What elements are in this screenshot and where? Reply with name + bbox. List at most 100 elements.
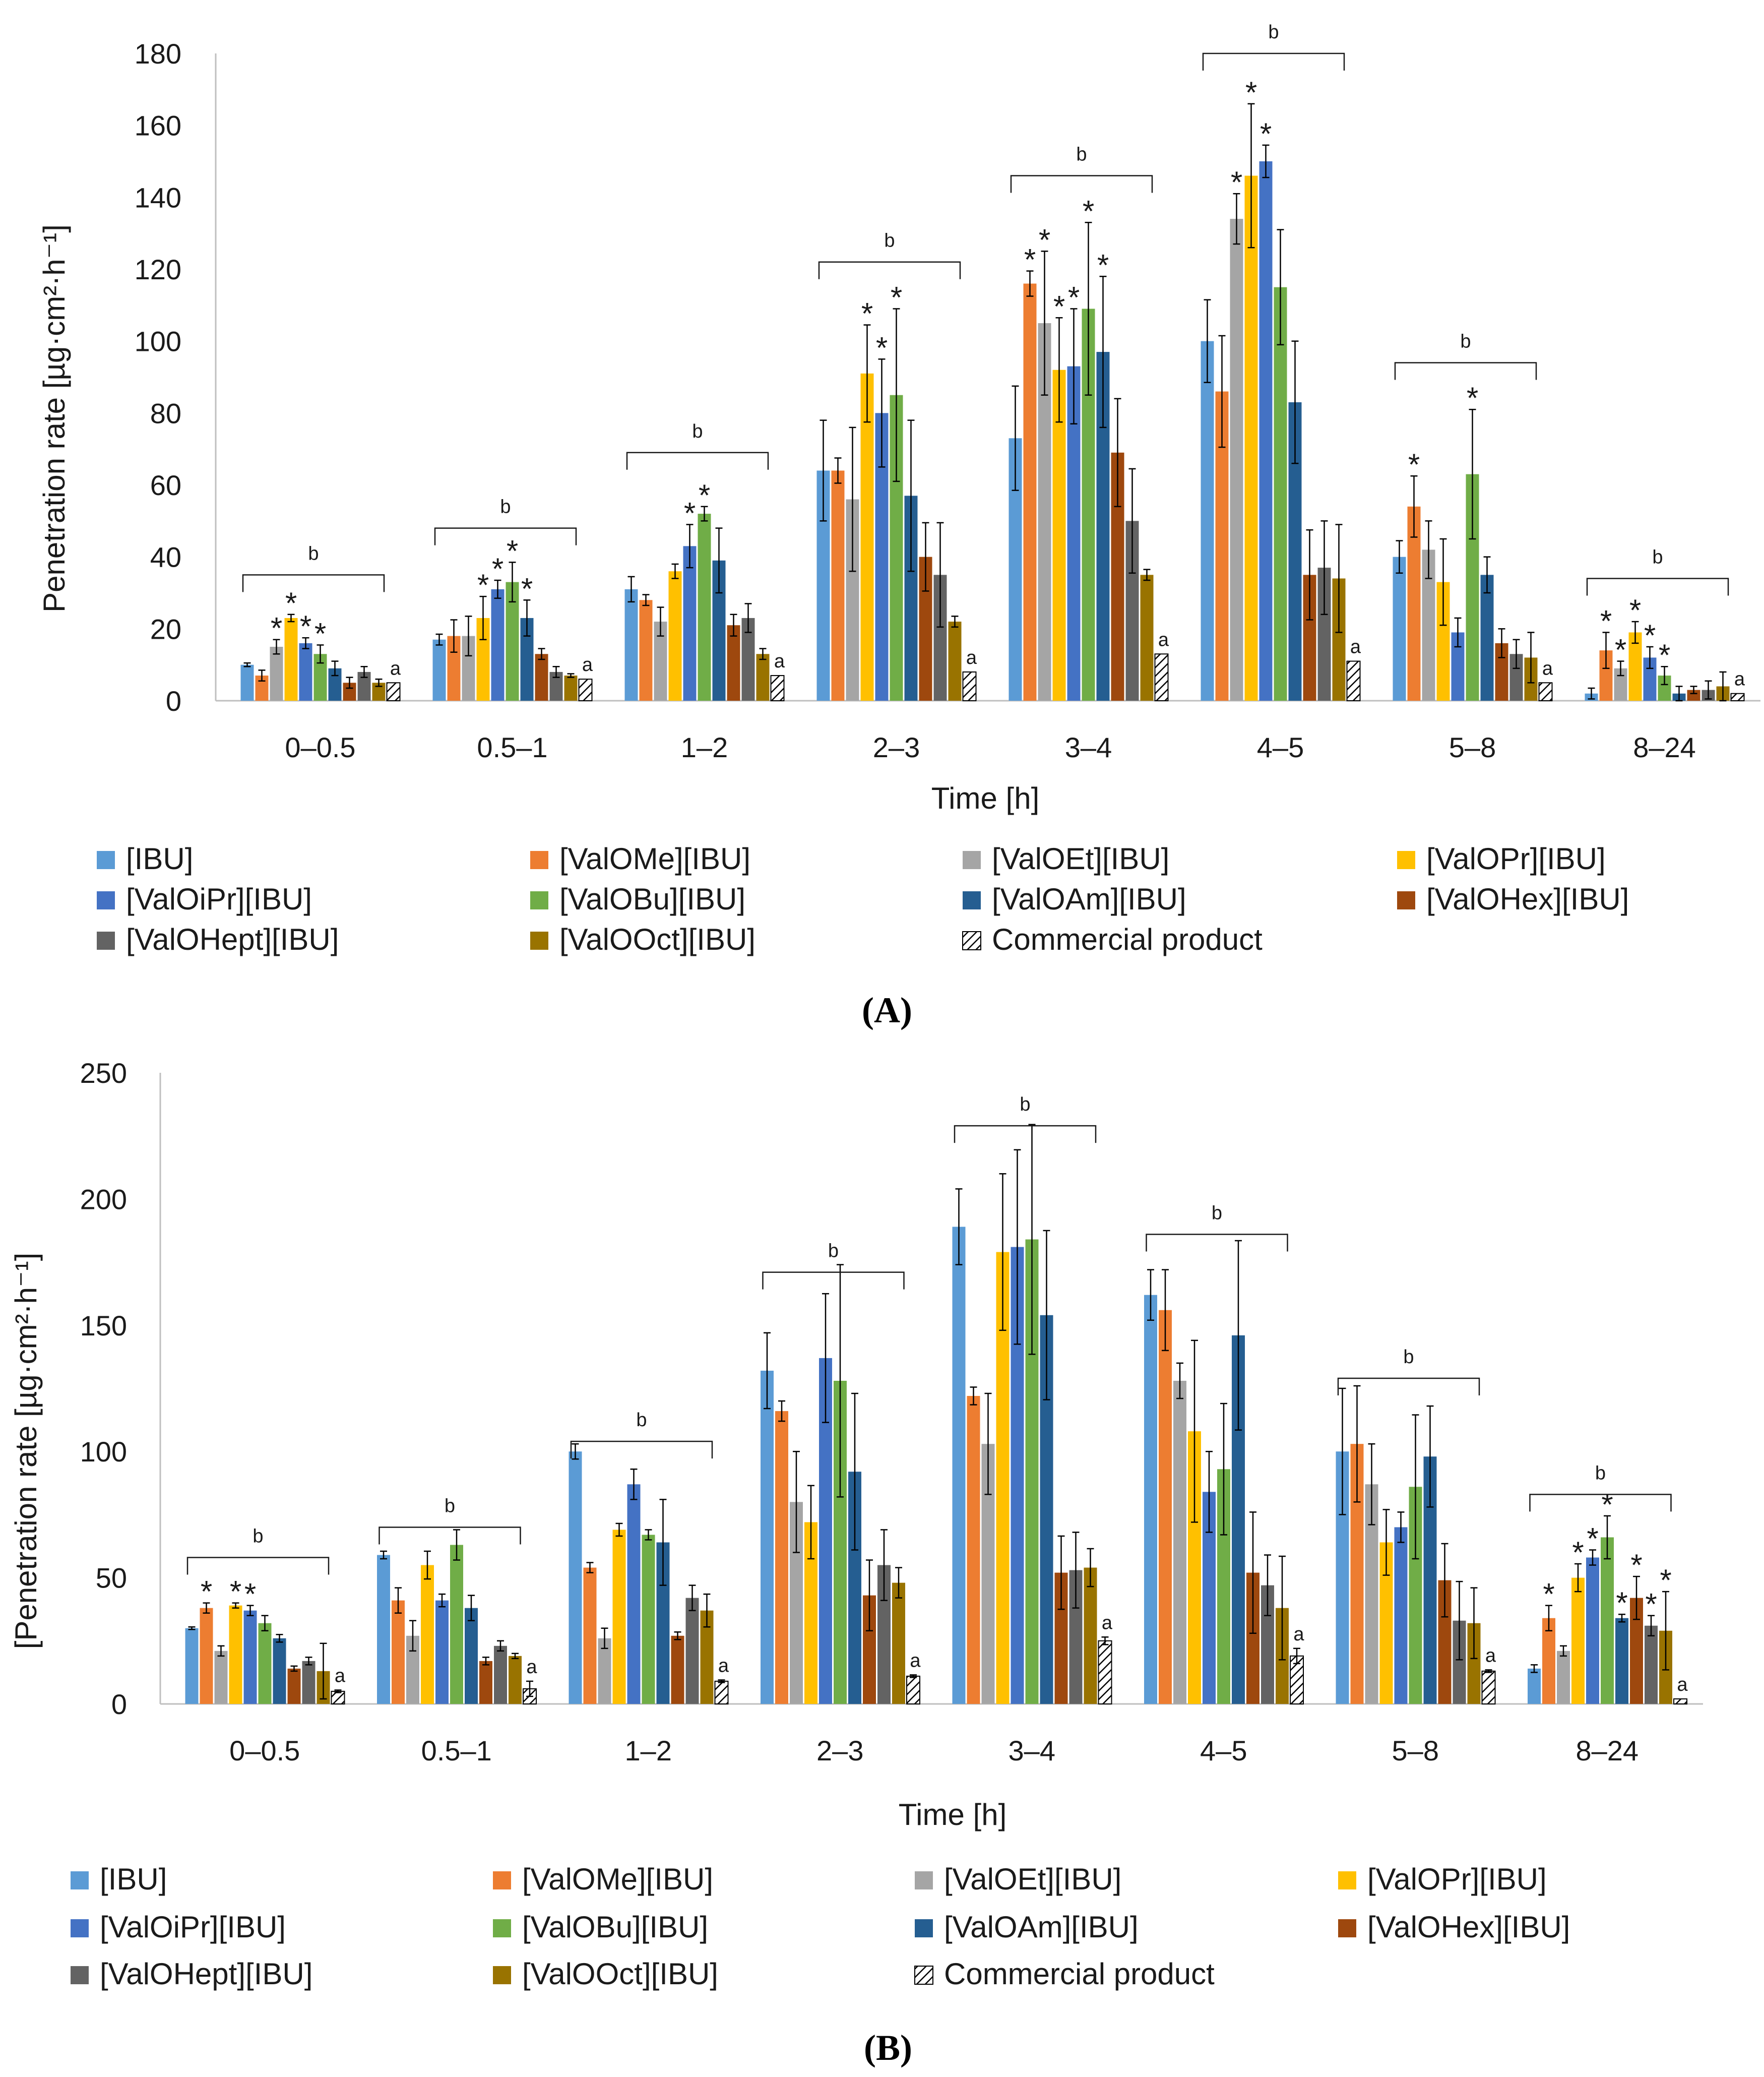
chart-b-ylabel: [Penetration rate [µg·cm²·h⁻¹] <box>9 1253 43 1650</box>
significance-star: * <box>230 1575 241 1609</box>
significance-a: a <box>1102 1612 1113 1633</box>
bar <box>1538 682 1553 702</box>
legend-swatch <box>97 851 115 869</box>
bar <box>1140 575 1154 701</box>
significance-b: b <box>1020 1094 1030 1115</box>
bar <box>1274 287 1287 701</box>
bar <box>479 1661 492 1704</box>
legend-swatch <box>963 891 981 909</box>
x-tick-label: 0–0.5 <box>229 1735 300 1766</box>
legend-label: [ValOOct][IBU] <box>559 923 755 956</box>
legend-label: [ValOBu][IBU] <box>559 882 745 916</box>
significance-star: * <box>1068 280 1080 314</box>
legend-label: [ValOHept][IBU] <box>100 1957 312 1991</box>
chart-b-legend: [IBU] [ValOMe][IBU] [ValOEt][IBU] [ValOPr][… <box>71 1862 1570 1991</box>
significance-a: a <box>526 1657 537 1678</box>
bar <box>1673 1698 1687 1704</box>
chart-a-plot: 0 20 40 60 80 100 120 140 160 180 0–0.5 a b 0.5–1 a b 1–… <box>135 22 1760 763</box>
bar <box>714 1680 729 1704</box>
y-tick-label: 200 <box>80 1183 127 1215</box>
significance-star: * <box>1467 381 1478 415</box>
significance-bracket <box>626 452 769 470</box>
bar <box>465 1608 478 1704</box>
legend-label: [ValOAm][IBU] <box>992 882 1186 916</box>
bar <box>831 470 845 701</box>
legend-swatch <box>71 1871 89 1889</box>
bar <box>214 1651 228 1704</box>
y-tick-label: 120 <box>135 254 181 285</box>
significance-star: * <box>891 280 902 314</box>
x-tick-label: 4–5 <box>1257 731 1304 763</box>
significance-a: a <box>910 1650 921 1671</box>
bar <box>185 1628 199 1704</box>
bar <box>962 671 977 702</box>
significance-star: * <box>314 617 326 650</box>
bar <box>683 546 697 701</box>
significance-b: b <box>1460 331 1471 352</box>
bar <box>1645 1625 1658 1704</box>
significance-bracket <box>1394 362 1537 380</box>
bar <box>1542 1618 1555 1704</box>
chart-a-legend: [IBU] [ValOMe][IBU] [ValOEt][IBU] [ValOPr][… <box>97 842 1629 956</box>
significance-a: a <box>1542 658 1553 679</box>
legend-label: [ValOEt][IBU] <box>944 1862 1121 1896</box>
significance-bracket <box>1529 1494 1672 1512</box>
significance-a: a <box>1350 637 1361 658</box>
significance-star: * <box>1601 1488 1613 1521</box>
legend-label: [ValOPr][IBU] <box>1367 1862 1547 1896</box>
bar <box>1098 1640 1112 1705</box>
bar <box>624 589 638 701</box>
significance-star: * <box>1543 1577 1554 1611</box>
bar <box>1159 1310 1172 1704</box>
significance-star: * <box>1659 638 1670 672</box>
significance-bracket <box>1586 578 1729 596</box>
bar <box>1528 1668 1541 1704</box>
x-tick-label: 1–2 <box>625 1735 672 1766</box>
significance-star: * <box>521 572 533 605</box>
significance-b: b <box>1403 1347 1414 1368</box>
significance-bracket <box>818 261 961 279</box>
bar <box>1154 653 1169 702</box>
legend-label: [ValOHex][IBU] <box>1367 1910 1570 1944</box>
significance-a: a <box>1734 669 1745 690</box>
legend-label: [IBU] <box>126 842 193 876</box>
bar <box>299 643 312 701</box>
significance-b: b <box>1076 144 1087 165</box>
significance-star: * <box>1660 1563 1671 1597</box>
bar <box>1346 660 1361 701</box>
bar <box>1557 1651 1570 1704</box>
y-tick-label: 60 <box>150 469 181 501</box>
x-tick-label: 0–0.5 <box>285 731 355 763</box>
chart-b-plot: 0 50 100 150 200 250 0–0.5 a b 0.5–1 a b 1–2 a b 2–3 a b 3… <box>80 1057 1703 1766</box>
legend-label: [ValOHex][IBU] <box>1426 882 1629 916</box>
bar <box>1586 1557 1599 1704</box>
significance-star: * <box>300 609 311 643</box>
bar <box>240 664 254 701</box>
bar <box>229 1605 242 1704</box>
x-tick-label: 4–5 <box>1200 1735 1247 1766</box>
chart-a-panel-label: (A) <box>862 990 912 1030</box>
significance-star: * <box>507 534 518 568</box>
x-tick-label: 5–8 <box>1392 1735 1439 1766</box>
legend-swatch <box>1338 1919 1356 1937</box>
legend-swatch <box>530 891 548 909</box>
significance-star: * <box>477 568 489 602</box>
chart-b-panel-label: (B) <box>864 2028 912 2068</box>
bar <box>1601 1537 1614 1704</box>
significance-bracket <box>186 1557 330 1575</box>
significance-b: b <box>884 230 895 252</box>
significance-star: * <box>1616 1586 1627 1620</box>
significance-bracket <box>570 1440 713 1459</box>
x-tick-label: 0.5–1 <box>421 1735 492 1766</box>
legend-label: Commercial product <box>944 1957 1215 1991</box>
bar <box>639 600 653 701</box>
legend-swatch <box>962 931 981 950</box>
legend-label: [IBU] <box>100 1862 167 1896</box>
bar <box>1687 690 1700 701</box>
legend-label: [ValOiPr][IBU] <box>100 1910 286 1944</box>
bar <box>569 1451 582 1704</box>
legend-swatch <box>1397 891 1415 909</box>
bar <box>494 1645 507 1704</box>
significance-star: * <box>1408 448 1420 481</box>
bar <box>1730 693 1745 701</box>
